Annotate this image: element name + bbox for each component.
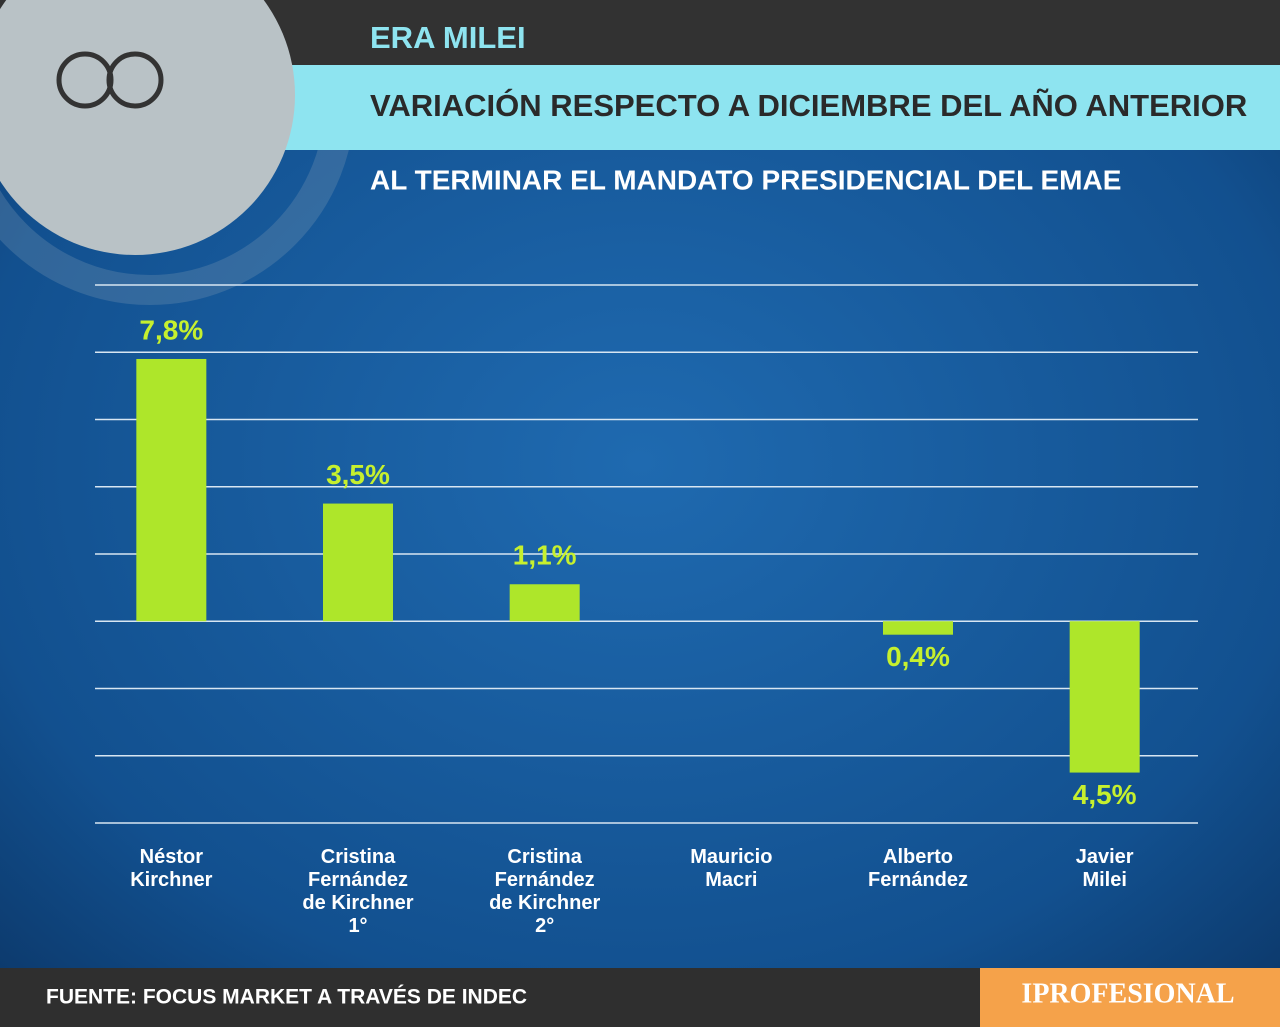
x-tick-label-line: de Kirchner (302, 892, 413, 914)
value-label: 4,5% (1073, 779, 1137, 810)
header: ERA MILEI (370, 20, 526, 55)
x-tick-label-line: Macri (705, 869, 757, 891)
value-label: 1,1% (513, 540, 577, 571)
x-tick-label-line: Fernández (868, 869, 968, 891)
x-tick-label-line: Cristina (507, 846, 582, 868)
x-tick-label-line: Kirchner (130, 869, 212, 891)
value-label: 7,8% (139, 314, 203, 345)
x-tick-label-line: 1° (348, 915, 367, 937)
logo-box (980, 968, 1280, 1027)
bar (883, 621, 953, 635)
x-tick-label-line: 2° (535, 915, 554, 937)
x-tick-label-line: Mauricio (690, 846, 772, 868)
x-tick-label: Mauricio Macri (690, 846, 772, 891)
value-label: 3,5% (326, 459, 390, 490)
x-tick-label: Néstor Kirchner (130, 846, 212, 891)
logo: IPROFESIONAL (1021, 978, 1234, 1009)
chart-subtitle: AL TERMINAR EL MANDATO PRESIDENCIAL DEL … (370, 164, 1121, 195)
bar (136, 358, 207, 622)
x-tick-label: Javier Milei (1076, 846, 1134, 891)
bar (509, 584, 580, 622)
portrait (0, 0, 295, 255)
x-tick-label: Cristina Fernández de Kirchner 1° (302, 846, 413, 937)
bar (1069, 621, 1140, 773)
x-tick-label-line: Néstor (140, 846, 204, 868)
x-tick-label-line: Fernández (308, 869, 408, 891)
x-tick-label-line: de Kirchner (489, 892, 600, 914)
x-tick-label-line: Cristina (321, 846, 396, 868)
x-tick-label-line: Milei (1082, 869, 1126, 891)
x-tick-label: Alberto Fernández (868, 846, 968, 891)
portrait-glasses (106, 51, 164, 109)
chart-title: VARIACIÓN RESPECTO A DICIEMBRE DEL AÑO A… (370, 87, 1247, 123)
value-label: 0,4% (886, 641, 950, 672)
x-tick-label-line: Alberto (883, 846, 953, 868)
x-tick-label-line: Fernández (495, 869, 595, 891)
x-tick-label-line: Javier (1076, 846, 1134, 868)
bar (323, 503, 393, 622)
source: FUENTE: FOCUS MARKET A TRAVÉS DE INDEC (46, 986, 527, 1009)
x-tick-label: Cristina Fernández de Kirchner 2° (489, 846, 600, 937)
